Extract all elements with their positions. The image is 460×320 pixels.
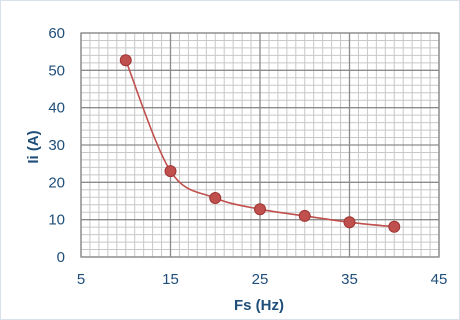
grid — [80, 32, 440, 258]
y-tick-label: 40 — [48, 100, 65, 117]
x-tick-label: 45 — [431, 271, 448, 288]
tick-labels: 5 15 25 35 45 0 10 20 30 40 50 60 — [48, 25, 447, 288]
axes — [80, 32, 440, 258]
data-point-marker — [388, 220, 401, 233]
data-point-marker — [343, 216, 356, 229]
data-point-marker — [209, 192, 222, 205]
y-tick-label: 60 — [48, 25, 65, 42]
y-tick-label: 10 — [48, 212, 65, 229]
y-axis-title: Ii (A) — [25, 130, 42, 163]
y-tick-label: 20 — [48, 174, 65, 191]
x-axis-title: Fs (Hz) — [234, 297, 284, 314]
y-tick-label: 0 — [57, 249, 65, 266]
data-point-marker — [119, 54, 132, 67]
data-point-marker — [164, 165, 177, 178]
y-tick-label: 50 — [48, 62, 65, 79]
plot-area-border — [80, 32, 440, 258]
x-tick-label: 25 — [252, 271, 269, 288]
data-point-marker — [298, 209, 311, 222]
data-series — [119, 54, 401, 233]
x-tick-label: 5 — [77, 271, 85, 288]
y-tick-label: 30 — [48, 137, 65, 154]
x-tick-label: 15 — [162, 271, 179, 288]
data-point-marker — [254, 203, 266, 216]
x-tick-label: 35 — [341, 271, 358, 288]
